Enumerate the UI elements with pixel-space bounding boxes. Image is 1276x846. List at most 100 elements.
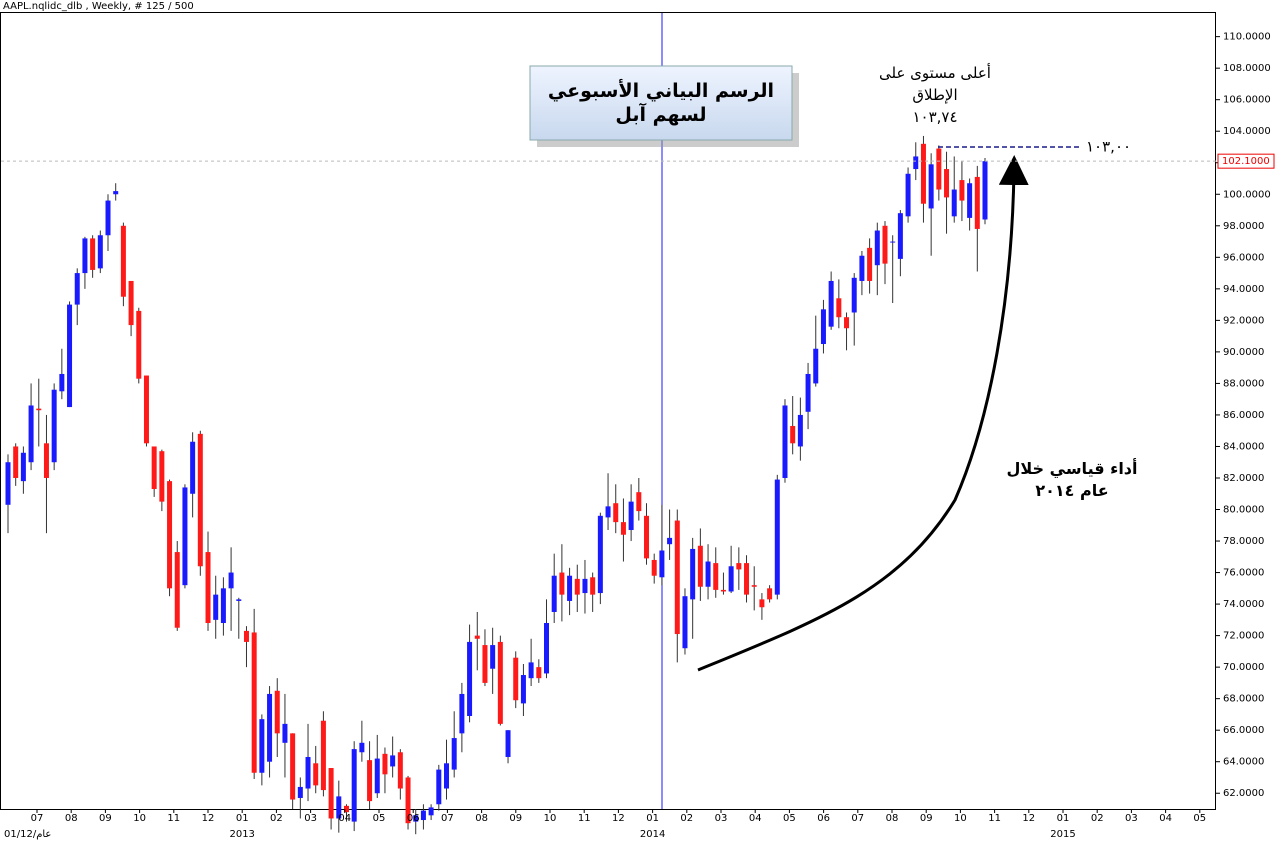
candle-body [982,161,988,220]
candle-body [351,749,357,822]
candle-body [13,446,19,478]
candle-body [251,632,257,773]
candle-body [397,752,403,789]
candle-body [205,552,211,624]
candle-body [5,462,11,505]
x-tick-label: 03 [715,813,728,824]
x-tick-label: 02 [270,813,283,824]
y-tick-label: 106.0000 [1223,95,1271,106]
peak-annotation: أعلى مستوى على الإطلاق ١٠٣,٧٤ [879,63,991,126]
candle-body [159,451,165,502]
candle-body [874,230,880,266]
y-tick-label: 64.0000 [1223,757,1264,768]
candle-body [474,635,480,639]
candle-body [197,433,203,567]
candle-body [113,191,119,195]
y-tick-label: 68.0000 [1223,694,1264,705]
year-label: 2013 [229,829,254,840]
candle-body [920,143,926,204]
y-tick-label: 92.0000 [1223,315,1264,326]
candle-body [182,487,188,586]
candle-body [805,373,811,412]
x-tick-label: 12 [612,813,625,824]
candle-body [67,304,73,408]
chart-title: الرسم البياني الأسبوعي لسهم آبل [548,79,774,126]
start-label: 01/12/عام [4,829,51,840]
y-tick-label: 78.0000 [1223,536,1264,547]
candle-body [420,810,426,821]
y-tick-label: 62.0000 [1223,788,1264,799]
x-tick-label: 09 [920,813,933,824]
candle-body [151,446,157,490]
x-tick-label: 10 [544,813,557,824]
x-tick-label: 08 [65,813,78,824]
x-tick-label: 01 [646,813,659,824]
x-tick-label: 11 [167,813,180,824]
candle-body [667,537,673,545]
candle-body [136,310,142,379]
y-tick-label: 72.0000 [1223,631,1264,642]
y-tick-label: 76.0000 [1223,568,1264,579]
candle-body [628,501,634,531]
candle-body [651,559,657,576]
candle-body [74,273,80,305]
candle-body [51,389,57,463]
candle-body [697,545,703,587]
x-tick-label: 11 [578,813,591,824]
candle-body [905,173,911,217]
candle-body [613,503,619,523]
year-label: 2014 [640,829,665,840]
candle-body [336,796,342,819]
candle-body [959,180,965,201]
candle-body [374,758,380,794]
candle-body [120,225,126,297]
candle-body [813,348,819,384]
candle-body [105,200,111,236]
candle-body [567,575,573,601]
candle-body [174,552,180,628]
x-tick-label: 01 [236,813,249,824]
candle-body [343,805,349,813]
candle-body [128,280,134,326]
candle-body [297,786,303,798]
level-label: ١٠٣,٠٠ [1086,137,1131,155]
x-tick-label: 04 [338,813,351,824]
x-tick-label: 05 [783,813,796,824]
candle-body [597,515,603,594]
candle-body [282,723,288,743]
candle-body [390,755,396,767]
y-tick-label: 90.0000 [1223,347,1264,358]
candle-body [797,414,803,447]
candle-body [551,575,557,612]
candle-body [305,756,311,789]
candle-body [505,730,511,757]
y-tick-label: 70.0000 [1223,662,1264,673]
candle-body [405,777,411,824]
x-tick-label: 05 [373,813,386,824]
candle-body [367,760,373,802]
candle-body [774,479,780,595]
candle-body [459,693,465,734]
candle-body [767,588,773,600]
x-tick-label: 06 [817,813,830,824]
candle-body [974,176,980,229]
candle-body [967,183,973,218]
candle-body [859,255,865,281]
candle-body [744,563,750,595]
candle-body [720,589,726,592]
candle-body [590,577,596,595]
year-label: 2015 [1050,829,1075,840]
candle-body [582,578,588,594]
last-price-label: 102.1000 [1222,156,1270,167]
y-tick-label: 94.0000 [1223,284,1264,295]
y-tick-label: 104.0000 [1223,126,1271,137]
y-tick-label: 110.0000 [1223,32,1271,43]
title-box [529,65,793,141]
x-tick-label: 09 [509,813,522,824]
last-price-box [1217,153,1275,169]
candle-body [243,630,249,642]
candle-body [659,550,665,578]
candle-body [436,769,442,805]
x-tick-label: 02 [680,813,693,824]
